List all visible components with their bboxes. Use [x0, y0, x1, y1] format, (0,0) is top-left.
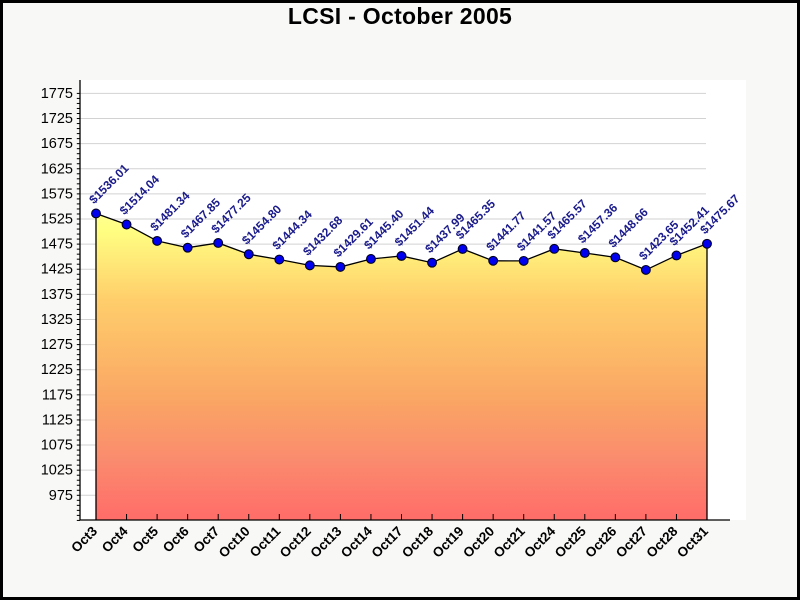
svg-text:1775: 1775: [41, 86, 73, 102]
svg-text:Oct25: Oct25: [552, 523, 589, 560]
svg-text:Oct17: Oct17: [368, 524, 405, 561]
svg-text:Oct31: Oct31: [674, 523, 711, 560]
svg-text:Oct27: Oct27: [613, 524, 650, 561]
svg-text:1575: 1575: [41, 186, 73, 202]
svg-text:1375: 1375: [41, 287, 73, 303]
svg-text:Oct24: Oct24: [521, 523, 558, 560]
svg-text:Oct11: Oct11: [247, 523, 284, 560]
svg-text:Oct5: Oct5: [129, 523, 161, 555]
svg-text:Oct20: Oct20: [460, 524, 497, 561]
svg-text:1475: 1475: [41, 237, 73, 253]
svg-text:1125: 1125: [42, 412, 73, 428]
svg-text:Oct3: Oct3: [68, 523, 100, 555]
svg-text:Oct21: Oct21: [491, 523, 528, 560]
svg-text:Oct12: Oct12: [277, 524, 314, 561]
svg-text:Oct19: Oct19: [430, 524, 467, 561]
svg-text:1025: 1025: [41, 463, 73, 479]
svg-text:1075: 1075: [41, 438, 73, 454]
svg-text:1725: 1725: [41, 111, 73, 127]
svg-text:Oct13: Oct13: [307, 523, 344, 560]
svg-text:1275: 1275: [41, 337, 73, 353]
svg-text:Oct4: Oct4: [99, 523, 131, 555]
svg-text:Oct6: Oct6: [160, 523, 192, 555]
svg-text:Oct26: Oct26: [582, 523, 619, 560]
svg-text:975: 975: [49, 488, 73, 504]
svg-text:Oct10: Oct10: [216, 524, 253, 561]
svg-text:Oct18: Oct18: [399, 523, 436, 560]
svg-text:1625: 1625: [41, 161, 73, 177]
svg-text:Oct28: Oct28: [643, 523, 680, 560]
svg-text:Oct14: Oct14: [338, 523, 375, 560]
svg-text:1425: 1425: [41, 262, 73, 278]
svg-text:1175: 1175: [42, 387, 73, 403]
svg-text:1225: 1225: [41, 362, 73, 378]
svg-text:1525: 1525: [41, 211, 73, 227]
svg-text:1675: 1675: [41, 136, 73, 152]
svg-text:1325: 1325: [41, 312, 73, 328]
